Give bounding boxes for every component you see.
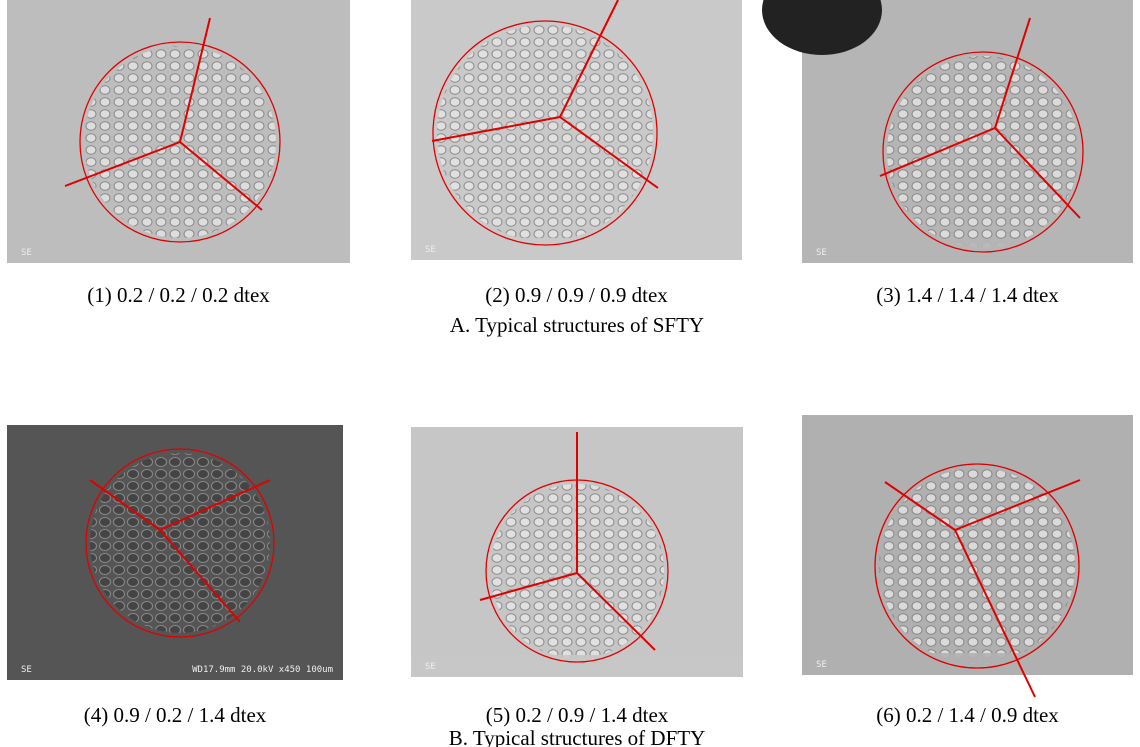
overlay-info: WD17.9mm 20.0kV x450 100um xyxy=(192,665,333,675)
micrograph: SE xyxy=(802,415,1133,697)
group-title: A. Typical structures of SFTY xyxy=(450,313,704,337)
panel-caption: (3) 1.4 / 1.4 / 1.4 dtex xyxy=(876,283,1059,307)
fiber-bundle xyxy=(90,453,270,633)
figure: SE (1) 0.2 / 0.2 / 0.2 dtex SE (2) 0.9 / 0.… xyxy=(0,0,1140,747)
micrograph: SE xyxy=(411,0,742,260)
info-bar xyxy=(411,238,742,260)
info-bar xyxy=(802,653,1133,675)
micrograph: SE xyxy=(411,427,743,677)
overlay-label: SE xyxy=(425,662,436,672)
micrograph: SE xyxy=(762,0,1133,263)
info-bar xyxy=(7,241,350,263)
overlay-label: SE xyxy=(21,248,32,258)
info-bar xyxy=(802,241,1133,263)
info-bar xyxy=(411,655,743,677)
panel-caption: (2) 0.9 / 0.9 / 0.9 dtex xyxy=(485,283,668,307)
fiber-bundle xyxy=(887,56,1079,248)
panel-caption: (4) 0.9 / 0.2 / 1.4 dtex xyxy=(84,703,267,727)
micrograph: SE xyxy=(7,0,350,263)
overlay-label: SE xyxy=(816,660,827,670)
overlay-label: SE xyxy=(21,665,32,675)
panel-caption: (6) 0.2 / 1.4 / 0.9 dtex xyxy=(876,703,1059,727)
micrograph: SE WD17.9mm 20.0kV x450 100um xyxy=(7,425,343,680)
overlay-label: SE xyxy=(816,248,827,258)
group-title: B. Typical structures of DFTY xyxy=(449,726,706,747)
panel-caption: (1) 0.2 / 0.2 / 0.2 dtex xyxy=(87,283,270,307)
figure-canvas: SE (1) 0.2 / 0.2 / 0.2 dtex SE (2) 0.9 / 0.… xyxy=(0,0,1140,747)
overlay-label: SE xyxy=(425,245,436,255)
panel-caption: (5) 0.2 / 0.9 / 1.4 dtex xyxy=(486,703,669,727)
